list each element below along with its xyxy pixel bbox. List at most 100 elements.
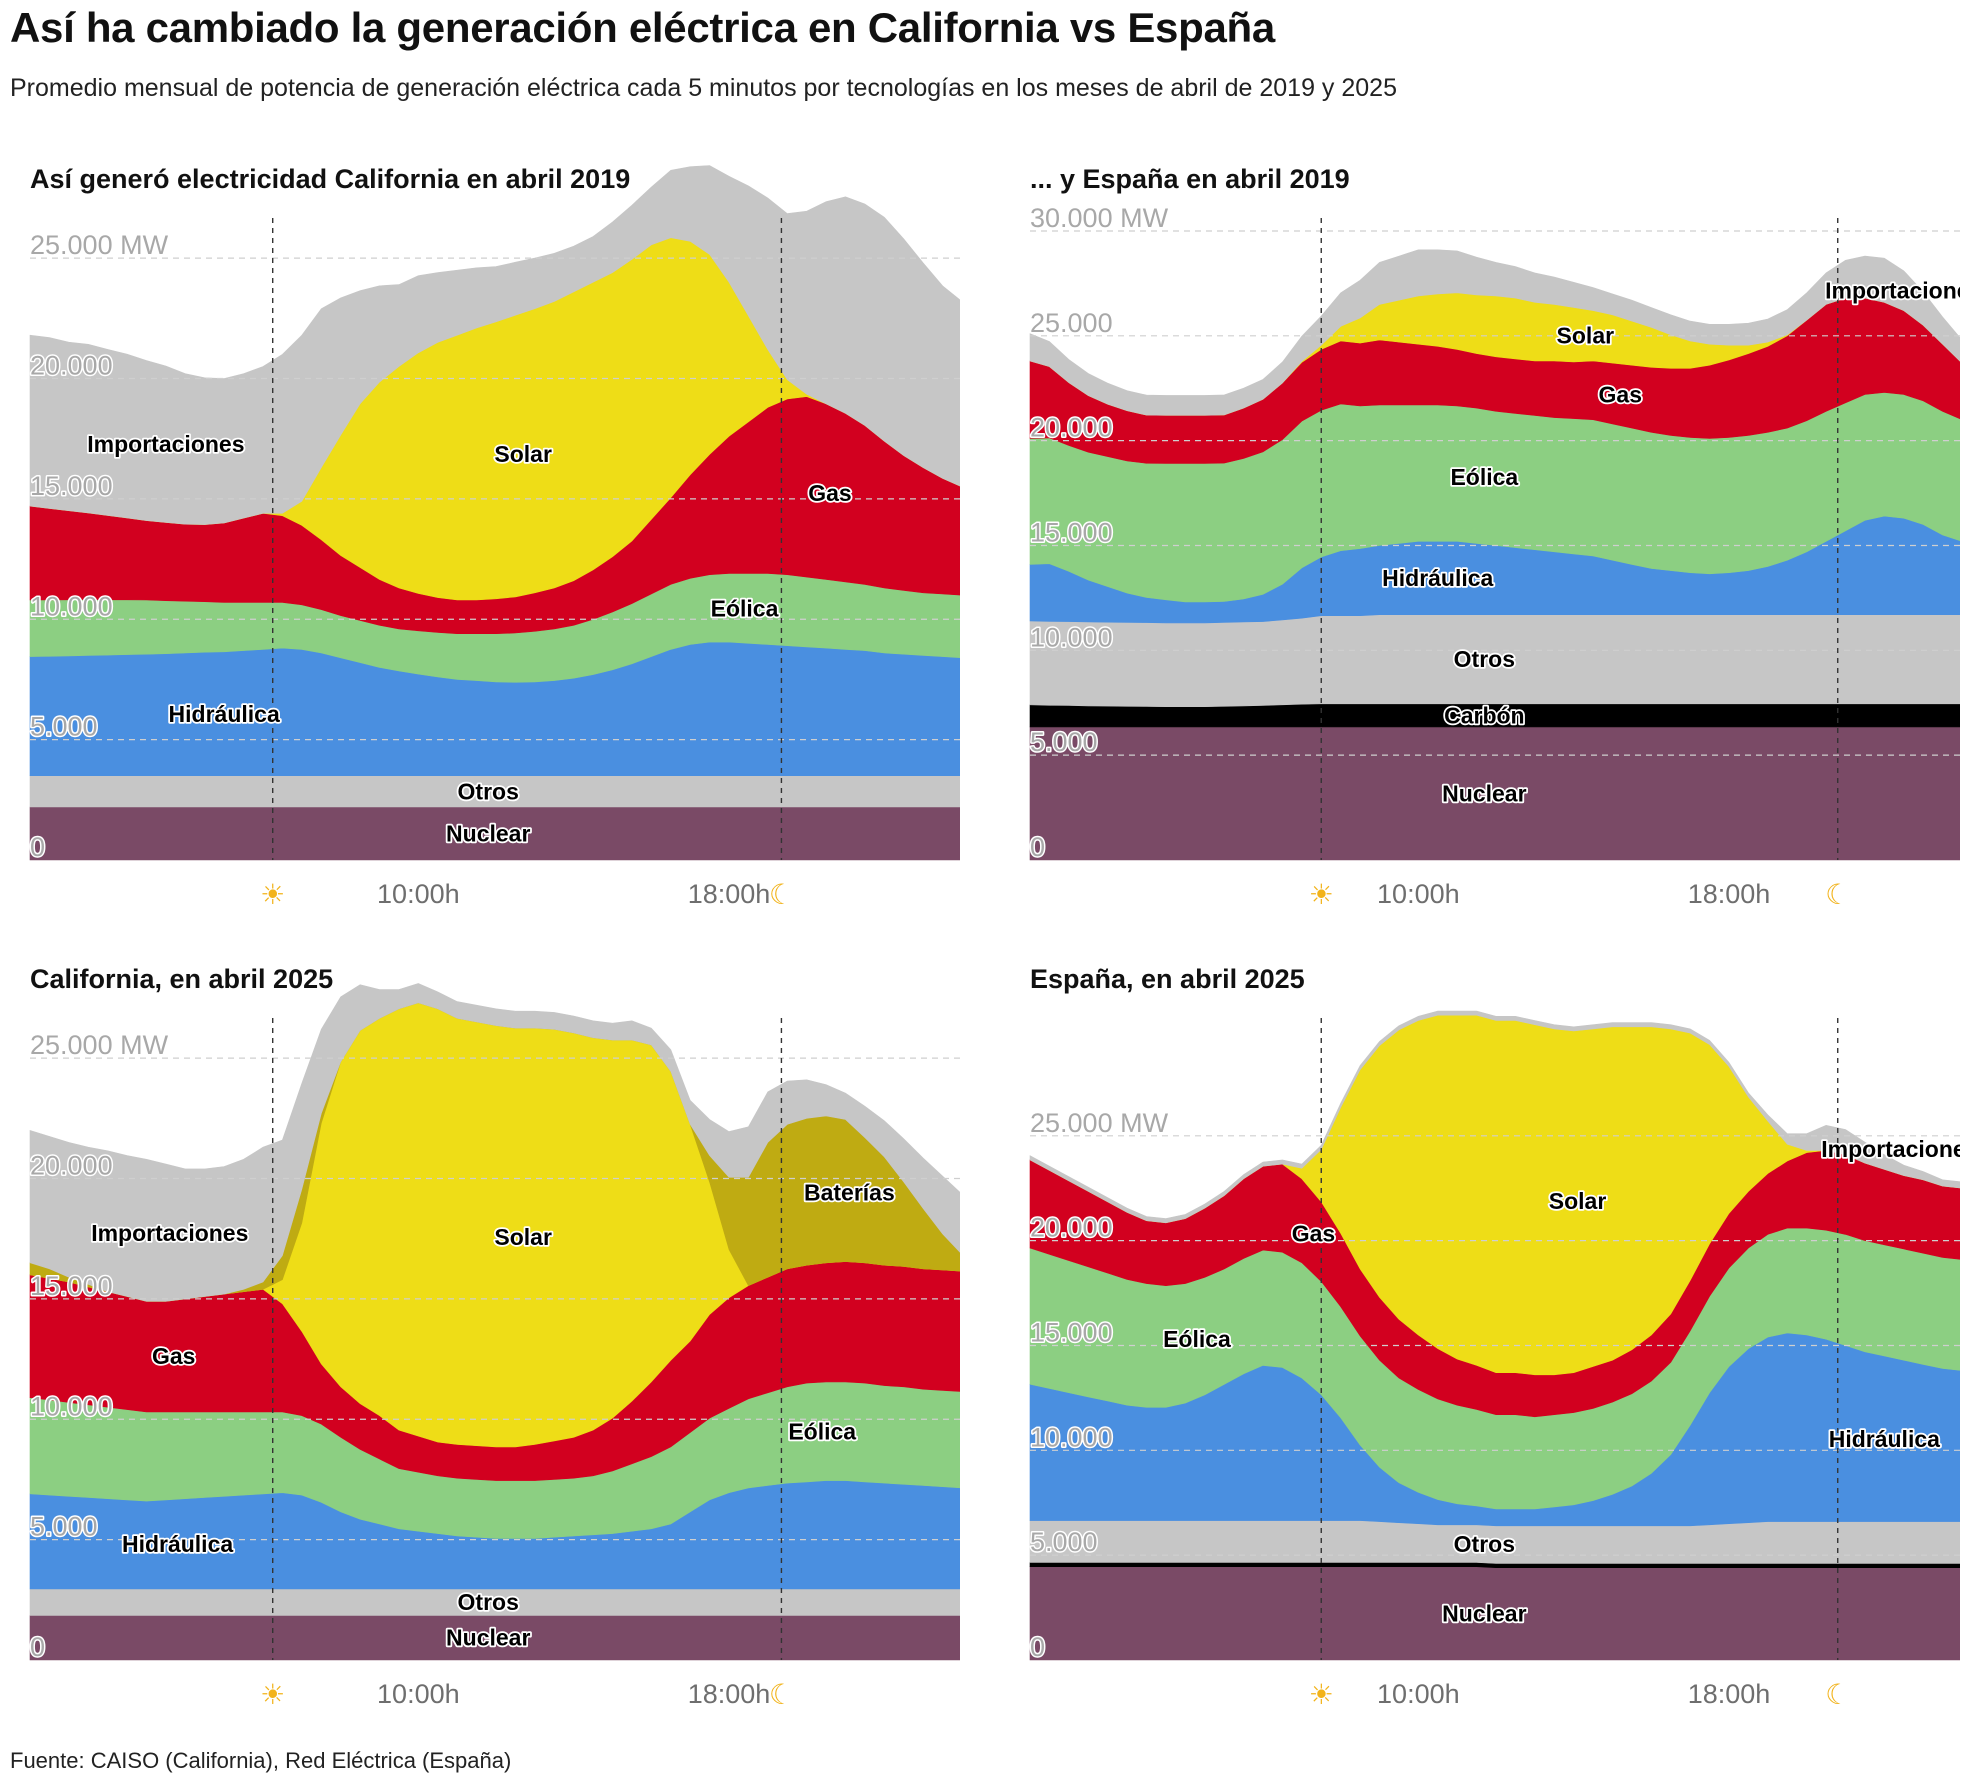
series-label-solar: Solar — [1557, 322, 1615, 348]
area-layers — [1029, 249, 1960, 861]
series-label-importaciones: Importaciones — [87, 431, 244, 457]
moon-icon: ☾ — [769, 878, 794, 911]
series-label-importaciones: Importaciones — [1825, 278, 1960, 304]
y-tick-label: 10.000 — [1030, 622, 1113, 652]
main-title: Así ha cambiado la generación eléctrica … — [10, 4, 1275, 51]
series-label-otros: Otros — [458, 778, 519, 804]
moon-icon: ☾ — [1825, 878, 1850, 911]
x-tick-labels: 10:00h 18:00h — [377, 1679, 770, 1709]
area-layers — [29, 983, 960, 1661]
chart-svg: 30.000 MW 25.000 20.000 15.000 10.000 5.000 0 1… — [1029, 201, 1960, 911]
y-tick-labels: 25.000 MW 20.000 15.000 10.000 5.000 0 — [29, 229, 171, 864]
series-labels: Nuclear Otros Hidráulica Eólica Gas Solar Impo… — [1161, 1134, 1960, 1628]
y-tick-label: 25.000 — [1030, 308, 1113, 338]
sun-icon: ☀ — [1309, 1678, 1334, 1711]
gridlines — [1030, 1135, 1960, 1556]
y-tick-label: 5.000 — [30, 1512, 98, 1542]
series-label-gas: Gas — [808, 480, 851, 506]
series-label-solar: Solar — [1549, 1188, 1607, 1214]
x-tick-label: 18:00h — [688, 1679, 771, 1709]
series-labels: Nuclear Carbón Otros Hidráulica Eólica Gas Sol… — [1380, 276, 1960, 808]
y-tick-label: 5.000 — [1030, 727, 1098, 757]
x-tick-label: 10:00h — [377, 1679, 460, 1709]
y-tick-label: 20.000 — [30, 1151, 113, 1181]
y-tick-label: 0 — [1030, 832, 1045, 862]
y-tick-labels: 25.000 MW 20.000 15.000 10.000 5.000 0 — [1029, 1106, 1171, 1663]
series-label-baterias: Baterías — [804, 1179, 895, 1205]
series-label-eolica: Eólica — [1450, 464, 1518, 490]
series-label-eolica: Eólica — [1163, 1326, 1231, 1352]
series-labels: Nuclear Otros Hidráulica Eólica Gas Solar Bate… — [89, 1178, 896, 1653]
series-label-hidraulica: Hidráulica — [122, 1531, 233, 1557]
sun-icon: ☀ — [260, 878, 285, 911]
moon-icon: ☾ — [1825, 1678, 1850, 1711]
series-label-hidraulica: Hidráulica — [169, 701, 280, 727]
x-tick-label: 10:00h — [1377, 1679, 1460, 1709]
y-tick-label: 0 — [1030, 1632, 1045, 1662]
x-tick-labels: 10:00h 18:00h — [377, 879, 770, 909]
area-importaciones — [29, 983, 960, 1302]
series-label-otros: Otros — [458, 1589, 519, 1615]
y-tick-label: 5.000 — [1030, 1527, 1098, 1557]
series-labels: Nuclear Otros Hidráulica Eólica Gas Solar Impo… — [86, 429, 854, 848]
x-tick-label: 18:00h — [1688, 879, 1771, 909]
x-tick-labels: 10:00h 18:00h — [1377, 1679, 1770, 1709]
y-tick-labels: 30.000 MW 25.000 20.000 15.000 10.000 5.000 0 — [1029, 201, 1171, 863]
sun-icon: ☀ — [260, 1678, 285, 1711]
y-tick-label: 25.000 MW — [30, 230, 169, 260]
chart-panel-california-2019: Así generó electricidad California en ab… — [0, 160, 960, 940]
series-label-carbon: Carbón — [1444, 702, 1525, 728]
chart-panel-espana-2025: España, en abril 2025 25.000 MW 20.000 15.… — [1000, 960, 1960, 1740]
x-tick-label: 10:00h — [377, 879, 460, 909]
series-label-nuclear: Nuclear — [446, 1625, 530, 1651]
y-tick-label: 10.000 — [30, 591, 113, 621]
subtitle: Promedio mensual de potencia de generaci… — [10, 74, 1397, 102]
y-tick-label: 0 — [30, 1632, 45, 1662]
series-label-gas: Gas — [152, 1343, 195, 1369]
series-label-solar: Solar — [494, 441, 552, 467]
y-tick-label: 25.000 MW — [30, 1030, 169, 1060]
y-tick-label: 30.000 MW — [1030, 203, 1169, 233]
y-tick-label: 20.000 — [1030, 1213, 1113, 1243]
area-layers — [1029, 1010, 1960, 1661]
y-tick-label: 20.000 — [1030, 413, 1113, 443]
area-layers — [29, 165, 960, 861]
series-label-importaciones: Importaciones — [91, 1220, 248, 1246]
y-tick-label: 20.000 — [30, 351, 113, 381]
series-label-eolica: Eólica — [711, 595, 779, 621]
y-tick-label: 5.000 — [30, 712, 98, 742]
y-tick-label: 10.000 — [30, 1391, 113, 1421]
series-label-nuclear: Nuclear — [446, 821, 530, 847]
chart-panel-espana-2019: ... y España en abril 2019 30.000 MW 25.0… — [1000, 160, 1960, 940]
chart-panel-california-2025: California, en abril 2025 25.000 MW 20.00… — [0, 960, 960, 1740]
y-tick-label: 15.000 — [1030, 517, 1113, 547]
series-label-nuclear: Nuclear — [1442, 780, 1526, 806]
source-note: Fuente: CAISO (California), Red Eléctric… — [10, 1748, 512, 1773]
series-label-eolica: Eólica — [788, 1419, 856, 1445]
y-tick-label: 10.000 — [1030, 1422, 1113, 1452]
x-tick-labels: 10:00h 18:00h — [1377, 879, 1770, 909]
x-tick-label: 18:00h — [1688, 1679, 1771, 1709]
moon-icon: ☾ — [769, 1678, 794, 1711]
area-importaciones — [1029, 249, 1960, 416]
series-label-otros: Otros — [1454, 1531, 1515, 1557]
gridlines — [30, 257, 960, 741]
series-label-hidraulica: Hidráulica — [1829, 1426, 1940, 1452]
sun-icon: ☀ — [1309, 878, 1334, 911]
series-label-hidraulica: Hidráulica — [1382, 565, 1493, 591]
x-tick-label: 10:00h — [1377, 879, 1460, 909]
gridlines — [30, 1057, 960, 1541]
chart-title: Así generó electricidad California en ab… — [30, 164, 631, 194]
series-label-solar: Solar — [494, 1224, 552, 1250]
gridlines — [1030, 230, 1960, 756]
y-tick-label: 15.000 — [30, 1271, 113, 1301]
chart-title: España, en abril 2025 — [1030, 964, 1305, 994]
series-label-nuclear: Nuclear — [1442, 1601, 1526, 1627]
y-tick-labels: 25.000 MW 20.000 15.000 10.000 5.000 0 — [29, 1029, 171, 1664]
chart-title: California, en abril 2025 — [30, 964, 334, 994]
y-tick-label: 15.000 — [30, 471, 113, 501]
series-label-gas: Gas — [1599, 382, 1642, 408]
